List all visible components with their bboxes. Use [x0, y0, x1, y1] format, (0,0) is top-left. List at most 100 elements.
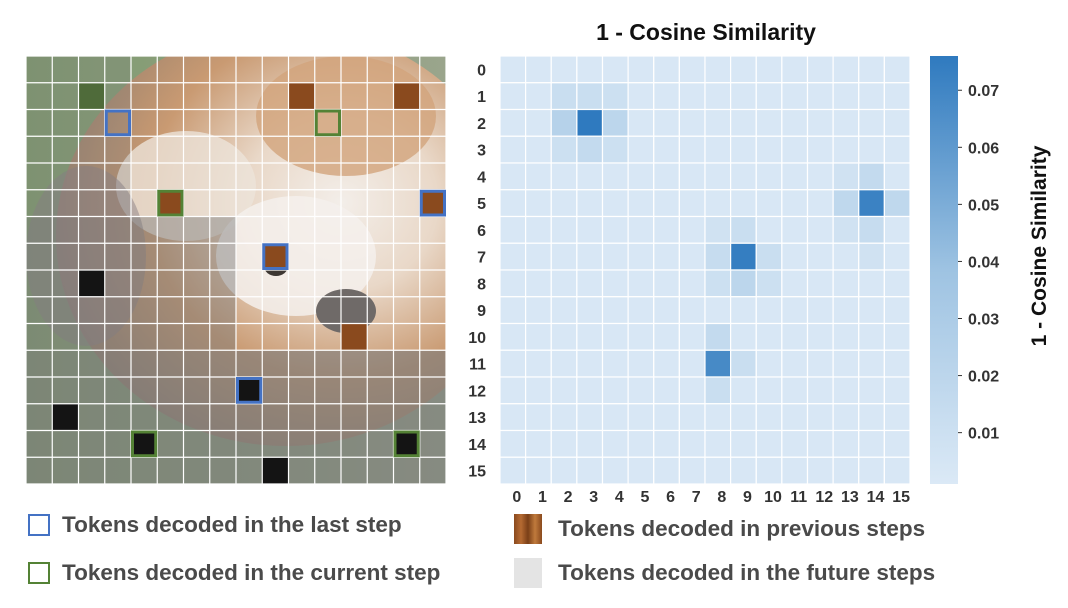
future-cell — [314, 377, 341, 404]
future-cell — [209, 457, 236, 484]
colorbar-label: 1 - Cosine Similarity — [1028, 145, 1051, 346]
heatmap-cell — [499, 189, 527, 218]
heatmap-cell — [653, 135, 680, 164]
heatmap-cell — [678, 55, 706, 84]
heatmap-cell — [499, 296, 527, 325]
heatmap-cell — [755, 322, 783, 351]
current-step-box — [314, 109, 341, 137]
heatmap-cell — [755, 456, 783, 485]
heatmap-cell — [627, 215, 655, 244]
heatmap-cell — [858, 55, 885, 84]
future-cell — [209, 243, 236, 270]
heatmap-cell — [550, 242, 578, 271]
heatmap-cell — [730, 135, 757, 164]
future-cell — [104, 323, 131, 351]
heatmap-cell — [832, 55, 860, 84]
x-tick-label: 0 — [512, 489, 521, 506]
heatmap-cell — [883, 242, 911, 271]
y-tick-label: 6 — [477, 223, 486, 240]
green-square-icon — [28, 562, 50, 584]
colorbar-tick-label: 0.07 — [968, 83, 999, 100]
heatmap-cell — [883, 82, 911, 111]
x-tick-label: 2 — [564, 489, 573, 506]
heatmap-cell — [576, 162, 604, 191]
future-cell — [131, 216, 158, 244]
future-cell — [157, 270, 184, 297]
heatmap-cell — [627, 162, 655, 191]
heatmap-cell — [601, 108, 629, 137]
heatmap-cell — [755, 162, 783, 191]
heatmap-cell — [806, 55, 834, 84]
heatmap-cell — [755, 215, 783, 244]
future-cell — [341, 430, 368, 458]
heatmap-cell — [627, 349, 655, 378]
future-cell — [209, 216, 236, 244]
heatmap-cell — [755, 296, 783, 325]
legend-future-steps: Tokens decoded in the future steps — [514, 558, 935, 588]
future-cell — [104, 243, 131, 270]
future-cell — [262, 430, 289, 458]
future-cell — [78, 163, 105, 190]
heatmap-cell — [576, 215, 604, 244]
heatmap-cell — [601, 322, 629, 351]
heatmap-cell — [806, 349, 834, 378]
heatmap-cell — [653, 215, 680, 244]
future-cell — [104, 109, 131, 137]
heatmap-cell — [832, 82, 860, 111]
heatmap-cell — [678, 322, 706, 351]
heatmap-cell — [653, 242, 680, 271]
future-cell — [78, 323, 105, 351]
future-cell — [104, 56, 131, 83]
colorbar-tick-label: 0.06 — [968, 140, 999, 157]
future-cell — [393, 457, 420, 484]
heatmap-cell — [858, 82, 885, 111]
heatmap-cell — [730, 162, 757, 191]
decoded-cell — [236, 377, 263, 404]
heatmap-cell — [832, 242, 860, 271]
blue-square-icon — [28, 514, 50, 536]
heatmap-cell — [601, 135, 629, 164]
x-tick-label: 10 — [764, 489, 782, 506]
decoded-cell — [393, 430, 420, 458]
future-cell — [262, 377, 289, 404]
heatmap-cell — [781, 82, 809, 111]
future-cell — [367, 430, 394, 458]
heatmap-cell — [499, 108, 527, 137]
heatmap-cell — [653, 349, 680, 378]
heatmap-cell — [781, 456, 809, 485]
future-cell — [52, 270, 79, 297]
heatmap-cell — [550, 322, 578, 351]
heatmap-cell — [883, 215, 911, 244]
future-cell — [52, 216, 79, 244]
heatmap-cell — [576, 456, 604, 485]
heatmap-cell — [755, 242, 783, 271]
heatmap-cell — [601, 55, 629, 84]
future-cell — [52, 82, 79, 110]
colorbar — [930, 56, 958, 484]
x-tick-label: 1 — [538, 489, 547, 506]
future-cell — [131, 457, 158, 484]
heatmap-cell — [832, 429, 860, 458]
heatmap-cell — [730, 215, 757, 244]
heatmap-cell — [755, 403, 783, 432]
heatmap-cell — [781, 215, 809, 244]
legend-future-steps-label: Tokens decoded in the future steps — [558, 560, 936, 585]
heatmap-cell — [858, 189, 885, 218]
future-cell — [52, 109, 79, 137]
heatmap-cell — [678, 296, 706, 325]
future-cell — [78, 457, 105, 484]
heatmap-cell — [525, 322, 552, 351]
heatmap-cell — [601, 349, 629, 378]
heatmap-cell — [525, 349, 552, 378]
heatmap-cell — [730, 296, 757, 325]
future-cell — [131, 270, 158, 297]
future-cell — [26, 296, 53, 324]
current-step-box — [157, 189, 184, 217]
colorbar-tick-label: 0.01 — [968, 426, 999, 443]
future-cell — [131, 323, 158, 351]
heatmap-cell — [525, 376, 552, 405]
heatmap-cell — [627, 429, 655, 458]
future-cell — [52, 323, 79, 351]
future-cell — [104, 377, 131, 404]
future-cell — [78, 430, 105, 458]
